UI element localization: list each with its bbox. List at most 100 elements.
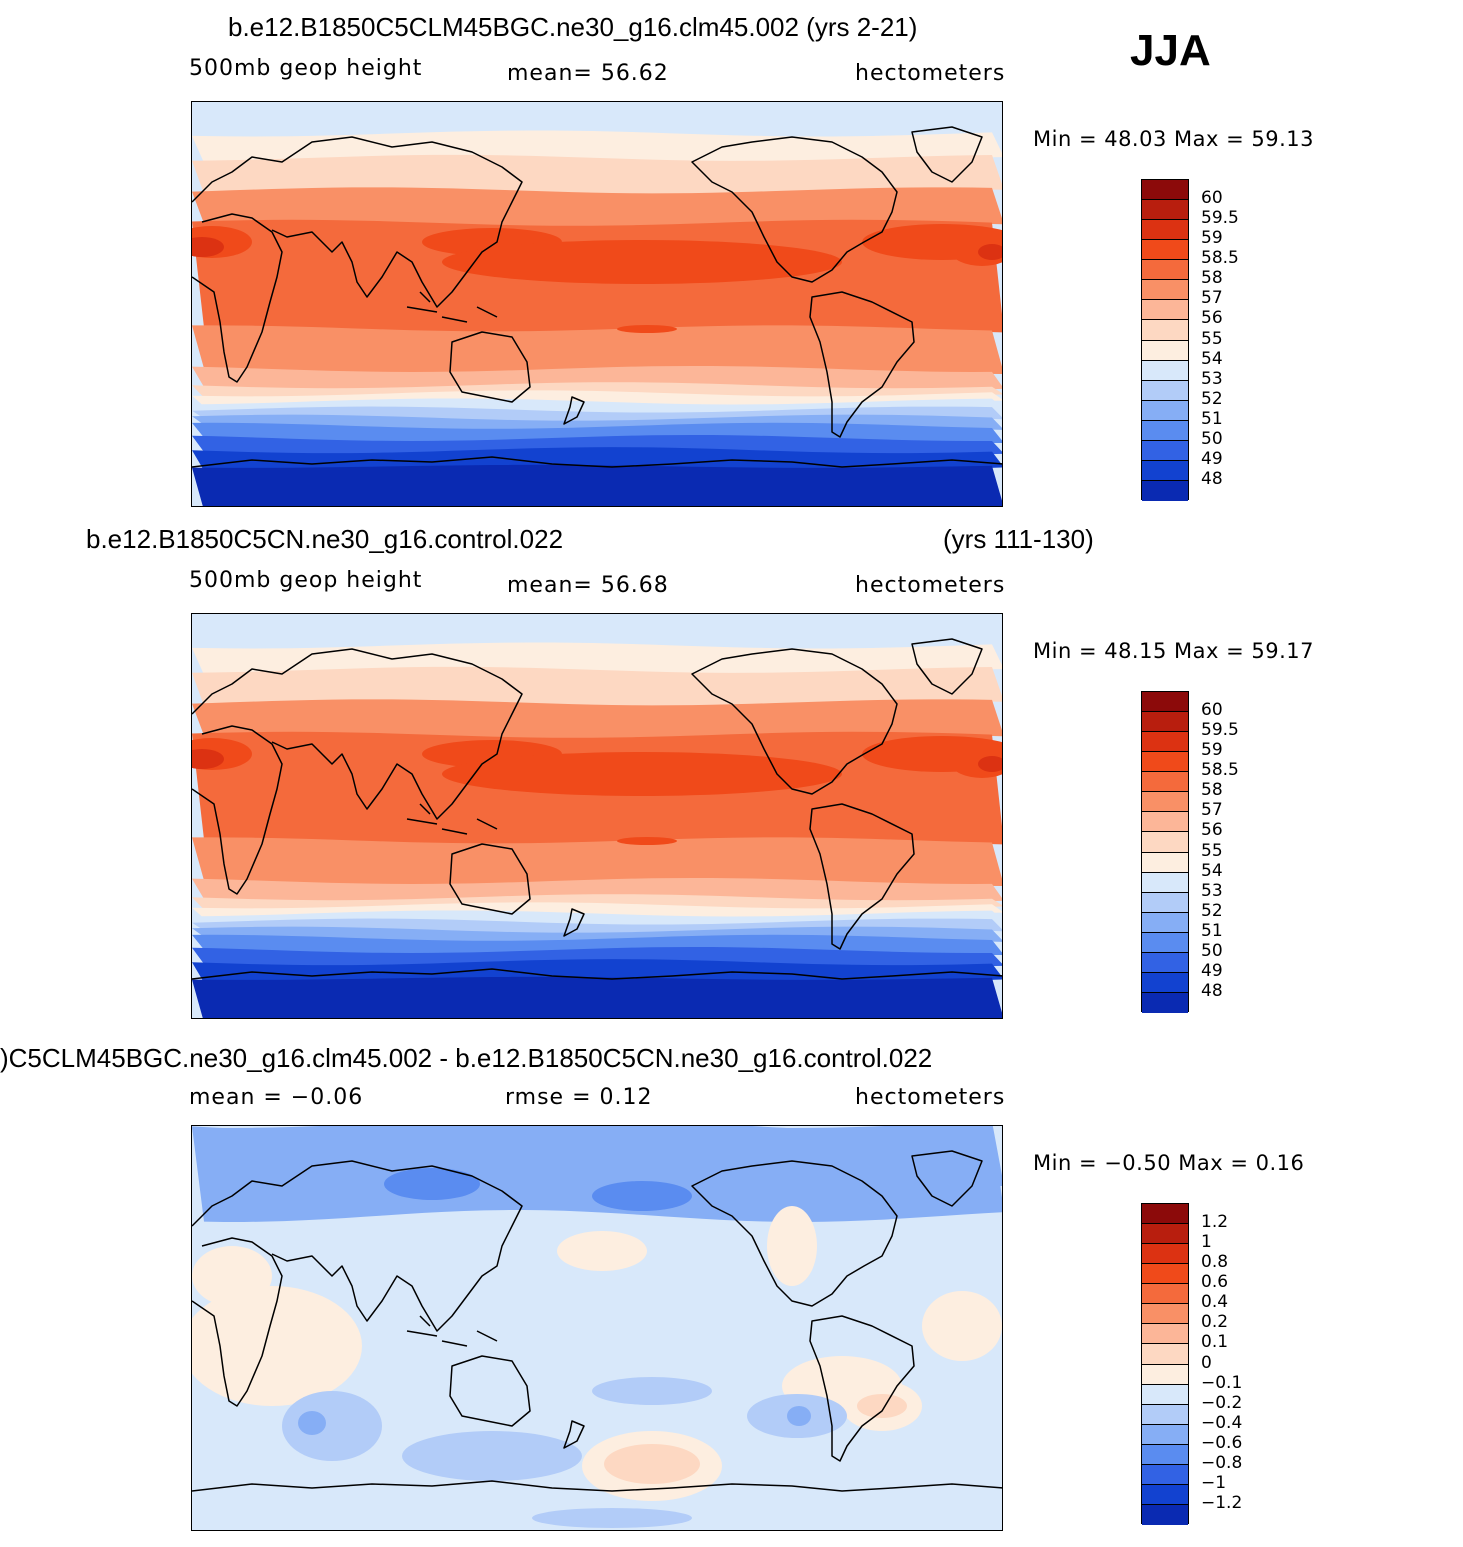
contour-band — [192, 464, 1002, 506]
contour-high-core — [192, 749, 224, 769]
coastline — [691, 136, 898, 283]
panel2-map-svg — [192, 614, 1002, 1018]
panel1-colorbar-tick: 59 — [1201, 228, 1223, 249]
panel3-colorbar-box — [1142, 1464, 1188, 1485]
panel3-colorbar-tick: 0.6 — [1201, 1272, 1229, 1293]
contour-negative — [282, 1391, 382, 1461]
coastline — [449, 1355, 531, 1427]
contour-negative — [532, 1508, 692, 1528]
panel3-colorbar-tick: −0.1 — [1201, 1372, 1243, 1393]
panel3-colorbar-box — [1142, 1444, 1188, 1465]
contour-negative-core — [787, 1406, 811, 1426]
contour-high-core — [442, 752, 842, 796]
panel2-units: hectometers — [855, 573, 1006, 598]
panel1-colorbar-tick: 56 — [1201, 308, 1223, 329]
panel2-colorbar-tick: 58 — [1201, 780, 1223, 801]
coastline — [192, 1480, 1002, 1492]
panel3-colorbar-box — [1142, 1504, 1188, 1525]
panel2-mean: mean= 56.68 — [507, 573, 669, 598]
panel3-colorbar-tick: 0.8 — [1201, 1252, 1229, 1273]
panel1-colorbar-box — [1142, 220, 1188, 241]
panel3-colorbar-box — [1142, 1404, 1188, 1425]
panel1-colorbar-tick: 60 — [1201, 188, 1223, 209]
panel1-variable: 500mb geop height — [189, 56, 423, 81]
contour-band — [192, 959, 1002, 984]
contour-high-core — [617, 325, 677, 333]
panel2-colorbar-box — [1142, 832, 1188, 853]
panel2-colorbar-tick: 60 — [1201, 700, 1223, 721]
contour-band — [192, 406, 1002, 423]
coastline — [449, 331, 531, 403]
coastline — [809, 291, 915, 438]
coastline — [192, 968, 1002, 980]
contour-band — [192, 902, 1002, 919]
contour-positive — [192, 1286, 362, 1406]
panel3-colorbar-box — [1142, 1284, 1188, 1305]
contour-high-core — [978, 756, 1002, 772]
panel2-colorbar-tick: 52 — [1201, 900, 1223, 921]
panel3-map-svg — [192, 1126, 1002, 1530]
panel3-colorbar-tick: −1.2 — [1201, 1492, 1243, 1513]
panel3-colorbar-box — [1142, 1344, 1188, 1365]
contour-band — [192, 666, 1002, 708]
panel2-colorbar-box — [1142, 772, 1188, 793]
coastline — [911, 638, 983, 695]
coastline — [911, 126, 983, 183]
panel1-colorbar-tick: 58 — [1201, 268, 1223, 289]
contour-band — [192, 187, 1002, 228]
panel1-colorbar-box — [1142, 400, 1188, 421]
panel2-colorbar-box — [1142, 792, 1188, 813]
panel1-colorbar-box — [1142, 360, 1188, 381]
panel3-map — [191, 1125, 1003, 1531]
coastline — [563, 1420, 585, 1449]
panel3-colorbar-tick: −0.8 — [1201, 1452, 1243, 1473]
panel3-colorbar-box — [1142, 1384, 1188, 1405]
panel1-colorbar-tick: 53 — [1201, 368, 1223, 389]
contour-band — [192, 325, 1002, 374]
panel1-colorbar-box — [1142, 300, 1188, 321]
panel3-colorbar-box — [1142, 1244, 1188, 1265]
panel2-colorbar-tick: 55 — [1201, 840, 1223, 861]
panel3-colorbar-box — [1142, 1364, 1188, 1385]
panel2-colorbar — [1141, 691, 1189, 1013]
panel3-colorbar-box — [1142, 1484, 1188, 1505]
contour-positive-core — [604, 1444, 700, 1484]
coastline — [192, 648, 523, 820]
contour-low-core — [384, 1168, 480, 1200]
panel2-variable: 500mb geop height — [189, 568, 423, 593]
contour-band — [192, 414, 1002, 431]
panel2-colorbar-box — [1142, 752, 1188, 773]
contour-high-core — [442, 240, 842, 284]
contour-band — [192, 365, 1002, 391]
panel1-title: b.e12.B1850C5CLM45BGC.ne30_g16.clm45.002… — [228, 12, 918, 42]
panel1-colorbar-box — [1142, 460, 1188, 481]
coastline — [406, 1315, 498, 1347]
contour-high-core — [862, 736, 1002, 772]
contour-band — [192, 877, 1002, 903]
coastline — [406, 803, 498, 835]
panel1-colorbar-tick: 59.5 — [1201, 208, 1239, 229]
panel3-colorbar-box — [1142, 1204, 1188, 1225]
panel3-colorbar-tick: 1 — [1201, 1232, 1212, 1253]
panel2-colorbar-tick: 48 — [1201, 980, 1223, 1001]
panel3-colorbar-tick: −0.2 — [1201, 1392, 1243, 1413]
panel2-colorbar-tick: 56 — [1201, 820, 1223, 841]
panel1-mean: mean= 56.62 — [507, 61, 669, 86]
coastline — [691, 1160, 898, 1307]
panel2-colorbar-box — [1142, 912, 1188, 933]
panel3-title: )C5CLM45BGC.ne30_g16.clm45.002 - b.e12.B… — [0, 1043, 933, 1073]
contour-positive — [192, 1246, 272, 1306]
panel3-colorbar-tick: 0.4 — [1201, 1292, 1229, 1313]
contour-band — [192, 390, 1002, 407]
contour-positive — [922, 1291, 1002, 1361]
contour-band — [192, 837, 1002, 886]
panel3-colorbar-tick: 0.1 — [1201, 1332, 1229, 1353]
panel2-colorbar-tick: 57 — [1201, 800, 1223, 821]
panel3-colorbar-box — [1142, 1304, 1188, 1325]
coastline — [192, 1237, 283, 1407]
panel1-colorbar-box — [1142, 280, 1188, 301]
panel1-colorbar-tick: 57 — [1201, 288, 1223, 309]
contour-band — [192, 434, 1002, 456]
panel1-colorbar — [1141, 179, 1189, 501]
coastline — [192, 136, 523, 308]
